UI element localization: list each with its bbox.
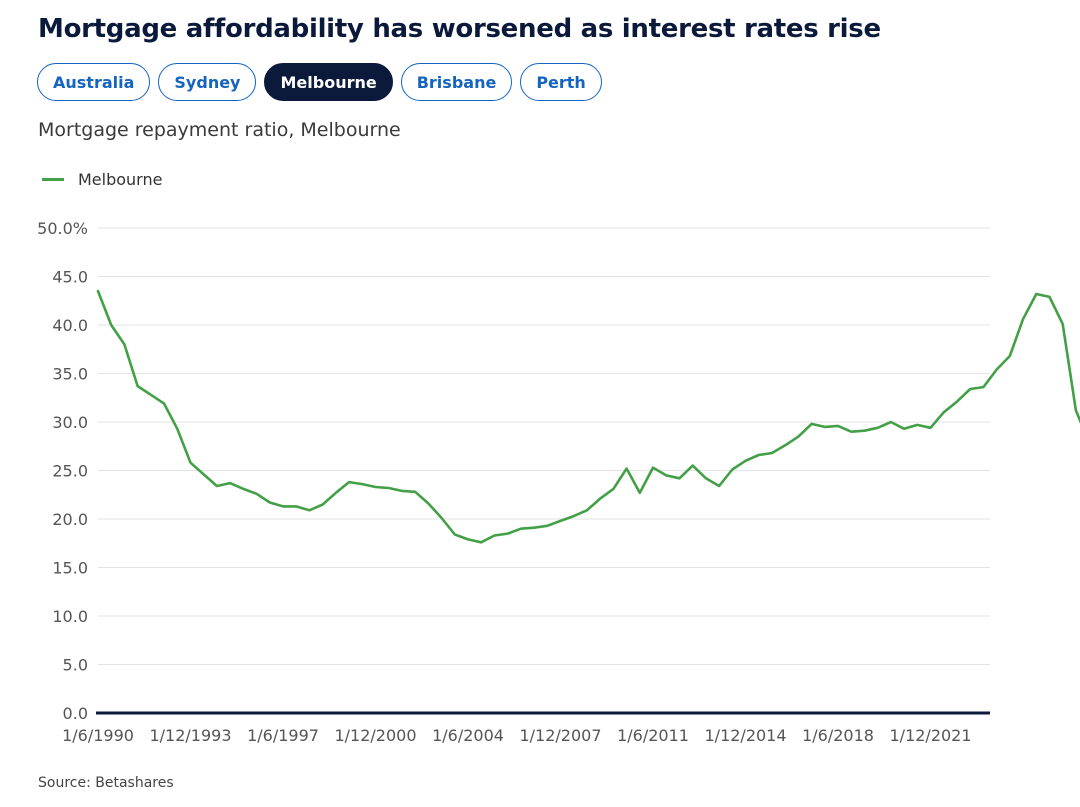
x-tick-label: 1/12/2007 (519, 726, 601, 745)
y-tick-label: 40.0 (52, 316, 88, 335)
tab-perth[interactable]: Perth (520, 63, 602, 101)
x-tick-label: 1/6/2018 (802, 726, 874, 745)
city-tabs: Australia Sydney Melbourne Brisbane Pert… (37, 63, 602, 101)
series-line-melbourne (96, 289, 1080, 544)
y-tick-label: 25.0 (52, 462, 88, 481)
line-chart: 0.0 5.0 10.0 15.0 20.0 25.0 30.0 35.0 40.0 45.0 50… (37, 219, 1080, 745)
y-tick-label: 10.0 (52, 607, 88, 626)
tab-australia[interactable]: Australia (37, 63, 151, 101)
x-tick-label: 1/6/1997 (247, 726, 319, 745)
x-tick-label: 1/6/1990 (62, 726, 134, 745)
legend-swatch (42, 178, 64, 181)
chart-subtitle: Mortgage repayment ratio, Melbourne (38, 119, 401, 141)
source-note: Source: Betashares (38, 775, 174, 791)
y-tick-label: 15.0 (52, 559, 88, 578)
y-tick-label: 50.0% (37, 219, 88, 238)
x-tick-label: 1/6/2004 (432, 726, 504, 745)
y-tick-label: 0.0 (63, 704, 88, 723)
x-tick-label: 1/12/1993 (149, 726, 231, 745)
tab-sydney[interactable]: Sydney (158, 63, 257, 101)
x-tick-label: 1/12/2000 (334, 726, 416, 745)
y-tick-label: 5.0 (63, 656, 88, 675)
tab-brisbane[interactable]: Brisbane (400, 63, 513, 101)
legend-label: Melbourne (78, 170, 163, 189)
chart-title: Mortgage affordability has worsened as i… (38, 14, 881, 44)
tab-melbourne[interactable]: Melbourne (264, 63, 393, 101)
x-tick-label: 1/12/2014 (705, 726, 787, 745)
x-tick-label: 1/6/2011 (617, 726, 689, 745)
y-tick-label: 30.0 (52, 413, 88, 432)
y-tick-label: 20.0 (52, 510, 88, 529)
x-tick-label: 1/12/2021 (890, 726, 972, 745)
chart-legend: Melbourne (42, 170, 162, 189)
y-tick-label: 45.0 (52, 268, 88, 287)
y-tick-label: 35.0 (52, 365, 88, 384)
